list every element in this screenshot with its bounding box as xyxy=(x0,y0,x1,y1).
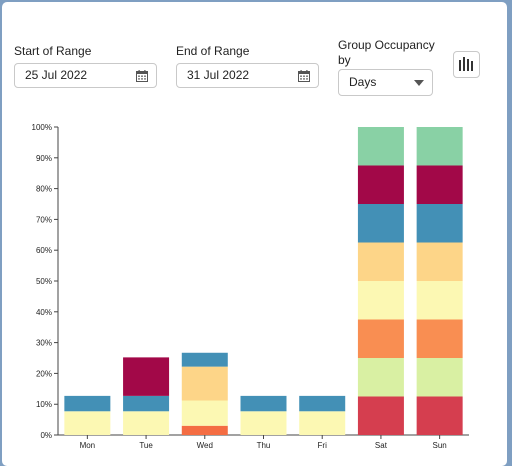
bar-segment xyxy=(416,204,463,243)
end-date-value: 31 Jul 2022 xyxy=(187,68,250,82)
y-tick-label: 100% xyxy=(32,123,52,132)
x-tick-label: Tue xyxy=(139,441,153,450)
calendar-icon[interactable] xyxy=(298,70,310,82)
y-tick-label: 80% xyxy=(36,185,52,194)
x-tick-label: Wed xyxy=(197,441,213,450)
x-tick-label: Sat xyxy=(375,441,388,450)
y-tick-label: 50% xyxy=(36,277,52,286)
bar-segment xyxy=(357,319,404,358)
group-occupancy-label-line1: Group Occupancy xyxy=(338,38,435,52)
bar-segment xyxy=(181,366,228,401)
y-tick-label: 20% xyxy=(36,369,52,378)
x-tick-label: Sun xyxy=(433,441,447,450)
x-tick-label: Thu xyxy=(257,441,271,450)
bar-segment xyxy=(181,400,228,426)
bar-segment xyxy=(357,242,404,281)
bar-segment xyxy=(64,411,111,435)
bar-segment xyxy=(357,204,404,243)
x-tick-label: Mon xyxy=(80,441,96,450)
end-date-field[interactable]: 31 Jul 2022 xyxy=(176,63,319,88)
y-tick-label: 60% xyxy=(36,246,52,255)
bar-chart-icon xyxy=(459,57,473,71)
bar-segment xyxy=(357,281,404,320)
bar-segment xyxy=(64,395,111,412)
bar-segment xyxy=(123,357,170,396)
bar-segment xyxy=(123,411,170,435)
bar-segment xyxy=(181,352,228,367)
y-tick-label: 70% xyxy=(36,215,52,224)
group-occupancy-select[interactable]: Days xyxy=(338,69,433,96)
y-tick-label: 40% xyxy=(36,308,52,317)
x-tick-label: Fri xyxy=(318,441,328,450)
bar-segment xyxy=(240,411,287,435)
chevron-down-icon xyxy=(414,80,424,86)
end-of-range-label: End of Range xyxy=(176,44,250,58)
bar-segment xyxy=(357,358,404,397)
calendar-icon[interactable] xyxy=(136,70,148,82)
bar-segment xyxy=(416,242,463,281)
bar-segment xyxy=(416,165,463,204)
bar-segment xyxy=(416,281,463,320)
bar-segment xyxy=(357,165,404,204)
start-date-field[interactable]: 25 Jul 2022 xyxy=(14,63,157,88)
group-occupancy-label: Group Occupancy by xyxy=(338,38,435,68)
bar-segment xyxy=(357,396,404,435)
start-date-value: 25 Jul 2022 xyxy=(25,68,88,82)
group-occupancy-value: Days xyxy=(349,75,377,89)
start-of-range-label: Start of Range xyxy=(14,44,92,58)
bar-segment xyxy=(123,395,170,412)
group-occupancy-label-line2: by xyxy=(338,53,351,67)
bar-segment xyxy=(416,319,463,358)
chart-type-button[interactable] xyxy=(453,51,480,78)
bar-segment xyxy=(299,395,346,412)
bar-segment xyxy=(299,411,346,435)
y-tick-label: 90% xyxy=(36,154,52,163)
bar-segment xyxy=(181,425,228,435)
y-tick-label: 0% xyxy=(40,431,52,440)
bar-segment xyxy=(416,358,463,397)
bar-segment xyxy=(357,127,404,166)
bar-segment xyxy=(240,395,287,412)
bar-segment xyxy=(416,396,463,435)
y-tick-label: 30% xyxy=(36,339,52,348)
y-tick-label: 10% xyxy=(36,400,52,409)
bar-segment xyxy=(416,127,463,166)
